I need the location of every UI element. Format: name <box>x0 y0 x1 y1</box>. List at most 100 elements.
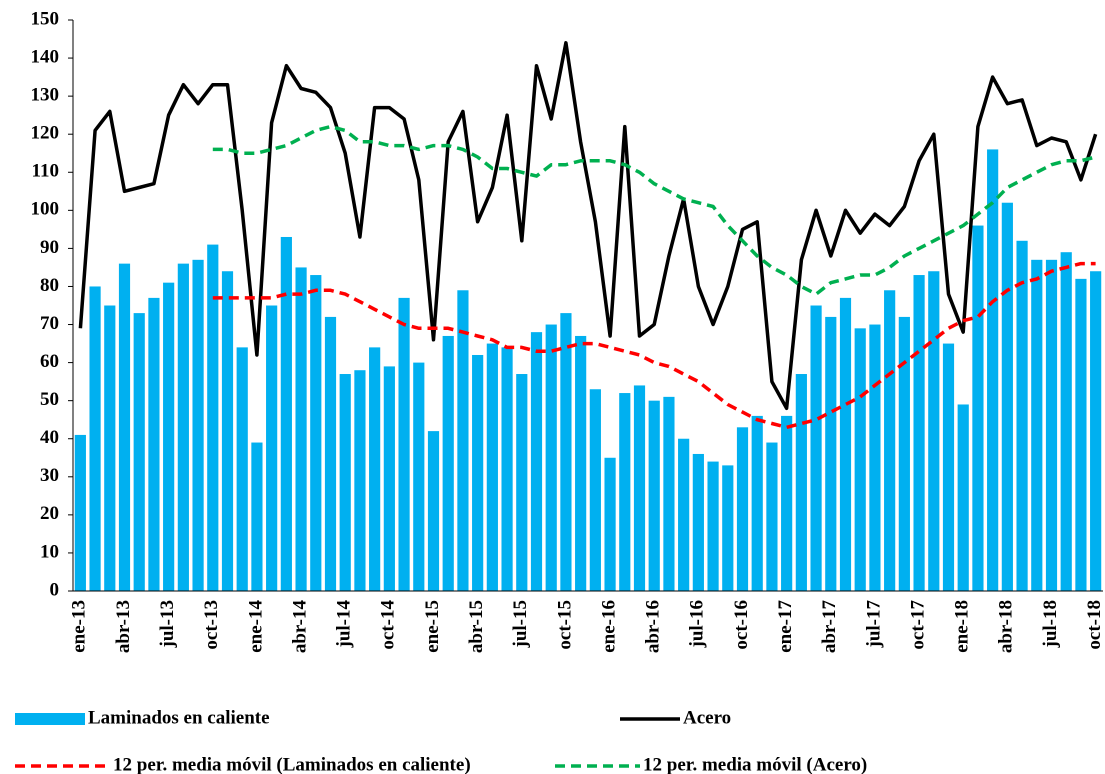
y-tick-label: 60 <box>40 351 59 372</box>
y-tick-label: 30 <box>40 465 59 486</box>
legend-swatch <box>15 713 85 725</box>
bar <box>251 442 263 591</box>
bar <box>869 324 881 591</box>
bar <box>810 305 822 591</box>
bar <box>928 271 940 591</box>
bar <box>707 461 719 591</box>
bar <box>589 389 601 591</box>
bar <box>383 366 395 591</box>
bar <box>148 297 160 591</box>
bar <box>530 332 543 591</box>
bar <box>413 362 425 591</box>
bar <box>1090 271 1102 591</box>
x-tick-label: abr-17 <box>819 600 840 654</box>
bar <box>104 305 116 591</box>
bar <box>221 271 234 591</box>
x-tick-label: abr-14 <box>289 600 310 654</box>
bar <box>781 415 793 591</box>
legend-label: 12 per. media móvil (Laminados en calien… <box>113 754 471 774</box>
bar <box>74 434 86 591</box>
line <box>212 124 1097 296</box>
x-tick-label: jul-14 <box>334 600 355 649</box>
bar <box>692 453 704 591</box>
y-tick-label: 100 <box>31 199 60 220</box>
bar <box>1001 202 1013 591</box>
x-tick-label: oct-13 <box>201 600 222 650</box>
line <box>212 261 1096 430</box>
bar <box>1045 259 1058 591</box>
y-tick-label: 50 <box>40 389 59 410</box>
bar <box>766 442 778 591</box>
bar <box>722 465 734 591</box>
bar <box>1016 240 1028 591</box>
bar <box>295 267 307 591</box>
bar <box>575 335 587 591</box>
x-tick-label: oct-15 <box>554 600 575 650</box>
x-tick-label: oct-14 <box>378 600 399 650</box>
bar <box>516 374 528 591</box>
bar <box>266 305 278 591</box>
bar <box>354 370 366 591</box>
bar <box>825 316 837 591</box>
y-tick-label: 90 <box>40 237 59 258</box>
x-tick-label: ene-16 <box>598 600 619 653</box>
line <box>78 41 1098 411</box>
legend-label: Laminados en caliente <box>88 707 270 728</box>
bar <box>1060 252 1072 591</box>
bar <box>736 427 749 591</box>
y-tick-label: 10 <box>40 541 59 562</box>
x-tick-label: oct-17 <box>907 600 928 650</box>
x-tick-label: jul-16 <box>687 600 708 649</box>
bar <box>236 347 248 591</box>
bar <box>987 149 999 591</box>
y-tick-label: 150 <box>31 8 60 29</box>
bar <box>369 347 381 591</box>
bar <box>310 275 322 591</box>
bar <box>192 259 204 591</box>
y-tick-label: 110 <box>32 161 59 182</box>
bar <box>163 282 175 591</box>
x-tick-label: ene-18 <box>952 600 973 653</box>
bar <box>560 313 572 591</box>
y-tick-label: 0 <box>50 579 60 600</box>
x-tick-label: ene-13 <box>69 600 90 653</box>
bar <box>486 343 498 591</box>
x-tick-label: ene-14 <box>245 600 266 653</box>
bar <box>648 400 660 591</box>
x-tick-label: ene-15 <box>422 600 443 653</box>
x-tick-label: abr-15 <box>466 600 487 653</box>
x-tick-label: abr-18 <box>996 600 1017 653</box>
bar <box>957 404 969 591</box>
x-tick-label: abr-13 <box>113 600 134 653</box>
x-tick-label: ene-17 <box>775 600 796 653</box>
x-tick-label: jul-18 <box>1040 600 1061 649</box>
bar <box>501 347 513 591</box>
bar <box>398 297 410 591</box>
bar <box>133 313 145 591</box>
bar <box>118 263 131 591</box>
bar <box>942 343 955 591</box>
legend-label: 12 per. media móvil (Acero) <box>643 754 867 774</box>
bar <box>339 374 351 591</box>
bar <box>472 354 484 591</box>
bar <box>663 396 675 591</box>
y-tick-label: 140 <box>31 46 60 67</box>
x-tick-label: oct-18 <box>1084 600 1105 650</box>
bar <box>442 335 454 591</box>
bar <box>678 438 690 591</box>
bar <box>545 324 557 591</box>
legend-label: Acero <box>683 707 731 728</box>
bar <box>457 290 469 591</box>
y-tick-label: 20 <box>40 503 59 524</box>
bar <box>207 244 219 592</box>
bar <box>854 328 866 591</box>
bar <box>913 275 925 591</box>
x-tick-label: jul-17 <box>863 600 884 649</box>
bar <box>177 263 189 591</box>
bar <box>1075 278 1087 591</box>
x-tick-label: jul-15 <box>510 600 531 649</box>
bar <box>751 415 763 591</box>
x-tick-label: jul-13 <box>157 600 178 649</box>
bar <box>89 286 101 591</box>
